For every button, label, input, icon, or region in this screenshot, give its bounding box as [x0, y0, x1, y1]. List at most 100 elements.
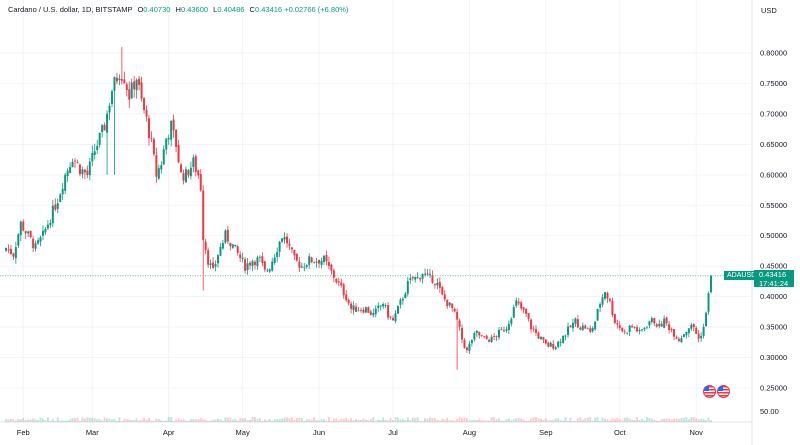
candle-body	[300, 266, 303, 268]
candle-body	[56, 203, 59, 209]
price-tick-label: 0.45000	[760, 262, 787, 271]
volume-bar	[374, 420, 377, 422]
candle-body	[7, 249, 10, 251]
candle-body	[214, 264, 217, 267]
volume-bar	[180, 419, 183, 422]
candle-body	[19, 221, 22, 236]
candle-body	[22, 221, 25, 231]
candle-body	[372, 313, 375, 316]
candle-body	[268, 269, 271, 272]
volume-bar	[103, 417, 106, 422]
candle-body	[399, 299, 402, 305]
volume-bar	[473, 419, 476, 422]
volume-bar	[140, 419, 143, 422]
volume-bar	[133, 419, 136, 422]
volume-bar	[367, 420, 370, 422]
candle-body	[125, 84, 128, 91]
volume-bar	[463, 417, 466, 422]
candle-body	[596, 308, 599, 321]
candle-body	[273, 257, 276, 264]
volume-bar	[207, 420, 210, 422]
candle-body	[34, 243, 37, 249]
volume-bar	[150, 420, 153, 422]
candle-body	[364, 307, 367, 313]
candle-body	[249, 262, 252, 266]
candle-body	[670, 329, 673, 331]
candle-body	[616, 323, 619, 325]
candle-body	[517, 301, 520, 304]
volume-bar	[680, 417, 683, 422]
candle-body	[567, 326, 570, 335]
candle-body	[357, 310, 360, 312]
candle-body	[571, 322, 574, 329]
last-price-value: 0.43416	[759, 270, 787, 279]
candle-body	[643, 328, 646, 330]
volume-bar	[261, 420, 264, 422]
candle-body	[115, 77, 118, 82]
candle-body	[155, 155, 158, 177]
volume-bar	[165, 420, 168, 422]
volume-bar	[685, 417, 688, 422]
volume-bar	[458, 417, 461, 422]
volume-bar	[549, 420, 552, 422]
us-flag-icon[interactable]	[717, 385, 730, 398]
volume-bar	[537, 418, 540, 422]
volume-bar	[22, 417, 25, 422]
candle-body	[441, 287, 444, 295]
candle-body	[204, 241, 207, 251]
candle-body	[128, 89, 131, 100]
volume-bar	[576, 418, 579, 422]
volume-bar	[478, 418, 481, 422]
bar-countdown: 17:41:24	[759, 278, 789, 288]
candle-body	[687, 328, 690, 334]
candle-body	[347, 299, 350, 304]
candle-body	[313, 261, 316, 263]
candle-body	[189, 167, 192, 177]
volume-bar	[532, 417, 535, 422]
volume-bar	[552, 419, 555, 422]
volume-bar	[5, 419, 7, 422]
candle-body	[256, 257, 259, 266]
candle-body	[640, 329, 643, 331]
candle-body	[86, 170, 89, 175]
volume-bar	[298, 417, 301, 422]
volume-bar	[7, 419, 10, 422]
price-tick-label: 0.30000	[760, 353, 787, 362]
volume-bar	[340, 418, 343, 422]
candle-body	[231, 244, 234, 248]
candle-body	[197, 170, 200, 176]
volume-bar	[152, 420, 155, 422]
change-value: +0.02766 (+6.80%)	[284, 5, 349, 14]
time-axis[interactable]: Feb Mar Apr May Jun Jul Aug Sep Oct Nov	[17, 428, 703, 437]
candle-body	[705, 312, 708, 327]
candle-body	[707, 293, 710, 312]
price-axis[interactable]: USD 0.80000 0.75000 0.70000 0.65000 0.60000 0.…	[760, 6, 787, 416]
candle-body	[658, 323, 661, 327]
candle-body	[675, 337, 678, 339]
volume-bar	[441, 418, 444, 422]
volume-bar	[187, 420, 190, 422]
volume-bar	[638, 419, 641, 422]
volume-bar	[589, 417, 592, 422]
time-tick-label: Sep	[539, 428, 552, 437]
price-tick-label: 0.80000	[760, 49, 787, 58]
candle-body	[534, 329, 537, 333]
candle-body	[537, 332, 540, 339]
candle-body	[557, 341, 560, 347]
candle-body	[465, 347, 468, 351]
volume-bar	[495, 419, 498, 422]
candle-body	[310, 257, 313, 263]
volume-bar	[411, 417, 414, 422]
candle-body	[618, 325, 621, 329]
us-flag-icon[interactable]	[703, 385, 716, 398]
candle-body	[498, 329, 501, 338]
volume-bar	[293, 419, 296, 422]
volume-bar	[19, 419, 22, 422]
events-markers[interactable]	[703, 385, 731, 403]
volume-bar	[241, 418, 244, 422]
volume-bar	[616, 417, 619, 422]
volume-bar	[502, 420, 505, 422]
candle-body	[613, 314, 616, 323]
volume-bar	[707, 417, 710, 422]
